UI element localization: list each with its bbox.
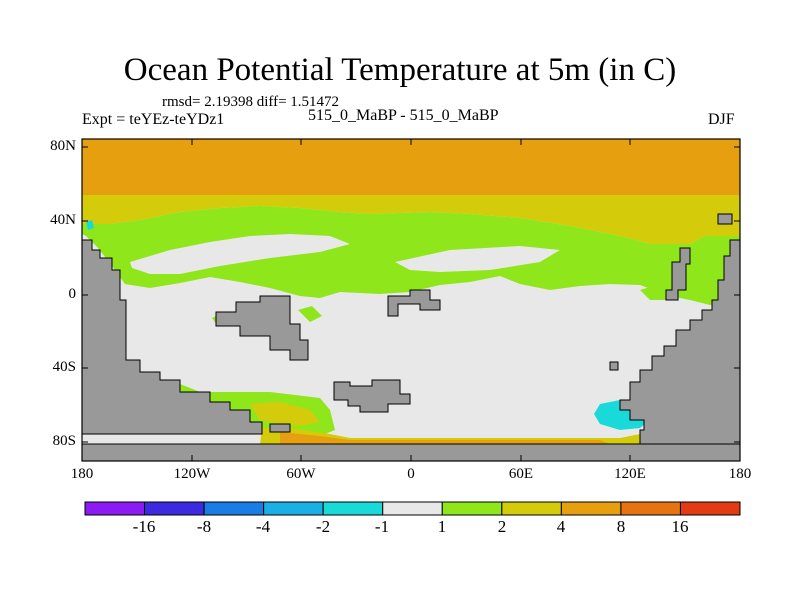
experiment-names: 515_0_MaBP - 515_0_MaBP (308, 107, 499, 124)
yellow-band (82, 195, 740, 244)
colorbar-box (203, 501, 265, 516)
cyan-patch-north (86, 220, 94, 230)
colorbar-label: -4 (255, 517, 271, 536)
light-lens-north (130, 234, 350, 274)
colorbar-box (144, 501, 205, 516)
colorbar-label: 4 (556, 517, 566, 536)
lon-tick-60e: 60E (508, 466, 534, 482)
season-label: DJF (708, 111, 735, 128)
colorbar-label: -2 (315, 517, 331, 536)
lon-tick-120e: 120E (614, 466, 646, 482)
colorbar-box (679, 501, 741, 516)
colorbar-label: -16 (132, 517, 156, 536)
lon-tick-180w: 180 (70, 466, 94, 482)
green-patch-3 (298, 306, 322, 322)
warm-band-north (82, 139, 740, 197)
colorbar-box (84, 501, 146, 516)
colorbar-label: -8 (196, 517, 212, 536)
colorbar-box (382, 501, 443, 516)
colorbar-box (501, 501, 562, 516)
stats-line: rmsd= 2.19398 diff= 1.51472 (162, 94, 340, 110)
land-masses (81, 213, 741, 462)
land-east (619, 239, 741, 445)
lat-tick-80s: 80S (52, 433, 76, 449)
lat-tick-40s: 40S (52, 359, 76, 375)
map-title: Ocean Potential Temperature at 5m (in C) (123, 52, 677, 88)
lat-tick-0: 0 (68, 286, 77, 302)
colorbar-box (322, 501, 384, 516)
land-central-island (215, 295, 309, 361)
lon-tick-180e: 180 (728, 466, 752, 482)
land-west (81, 239, 263, 435)
colorbar-label: 2 (497, 517, 507, 536)
orange-strip-antarctic (280, 432, 610, 444)
lon-tick-60w: 60W (286, 466, 316, 482)
lon-tick-120w: 120W (173, 466, 211, 482)
land-east-island-2 (717, 213, 733, 225)
map-plot-area (81, 138, 741, 462)
experiment-id: Expt = teYEz-teYDz1 (82, 111, 225, 128)
colorbar-box (560, 501, 622, 516)
land-patch-sw (269, 423, 291, 433)
colorbar-label: 8 (616, 517, 626, 536)
green-band (82, 206, 740, 305)
light-lens-central (395, 246, 560, 272)
land-tropical-island (387, 289, 441, 317)
land-south-island (333, 379, 411, 413)
lat-tick-80n: 80N (50, 138, 76, 154)
colorbar-box (263, 501, 324, 516)
colorbar-box (441, 501, 503, 516)
yellow-patch-south (250, 402, 320, 426)
colorbar-box (620, 501, 681, 516)
colorbar (84, 501, 741, 516)
land-east-island-3 (609, 361, 619, 371)
axis-ticks (81, 139, 741, 461)
colorbar-label: 16 (671, 517, 689, 536)
colorbar-label: 1 (437, 517, 447, 536)
lat-tick-40n: 40N (50, 212, 76, 228)
colorbar-label: -1 (374, 517, 390, 536)
land-east-island-1 (665, 247, 691, 301)
lon-tick-0: 0 (407, 466, 415, 482)
